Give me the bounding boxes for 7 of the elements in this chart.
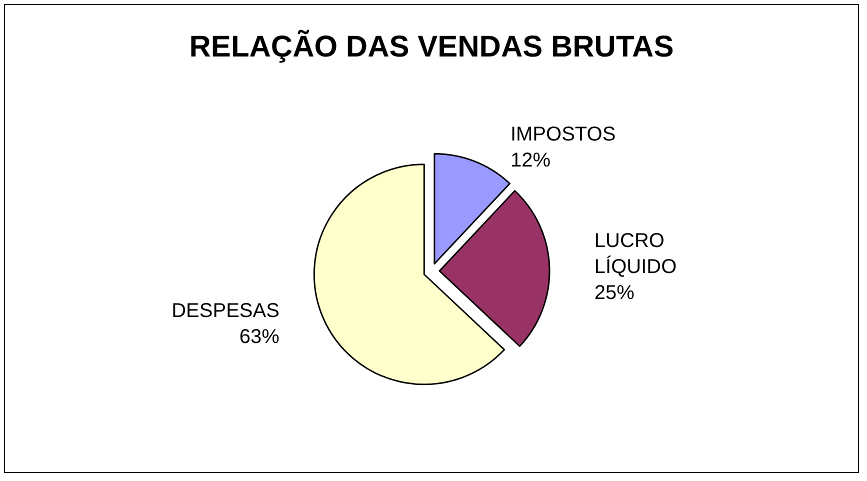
slice-label: DESPESAS [172,300,280,322]
slice-label: LUCRO LÍQUIDO [594,230,677,278]
data-label: 63% [239,326,280,348]
slice-label: IMPOSTOS [510,124,616,146]
data-label: 12% [510,150,551,172]
data-label: 25% [594,282,635,304]
chart-title: RELAÇÃO DAS VENDAS BRUTAS [189,30,674,64]
